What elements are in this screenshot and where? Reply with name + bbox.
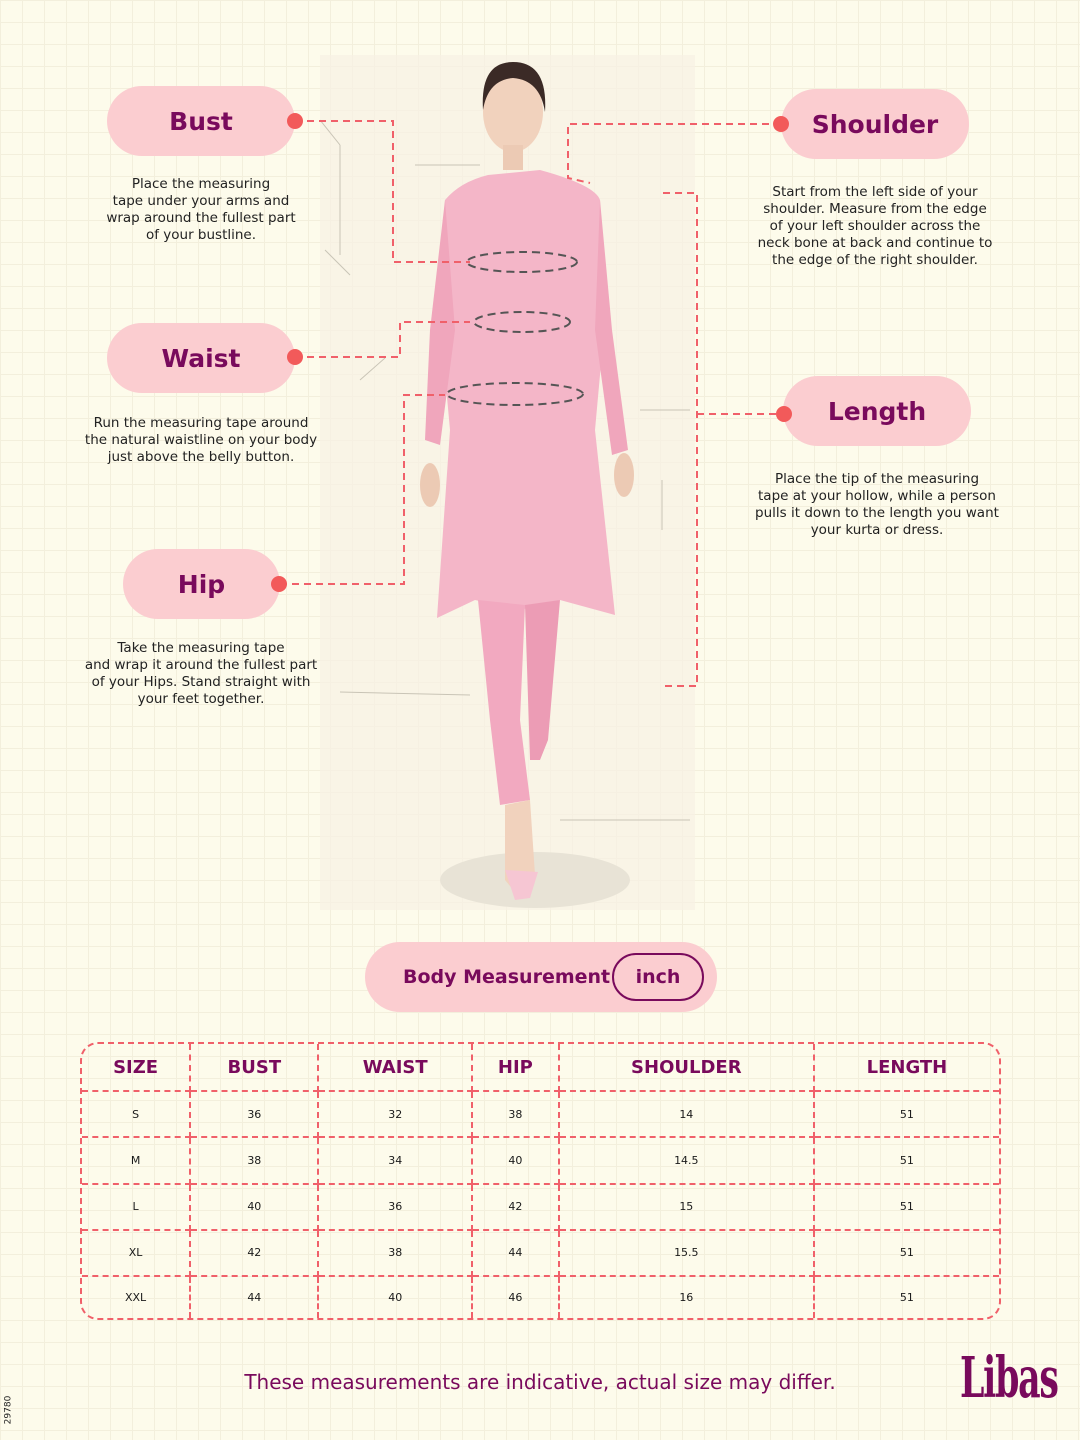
cell-hip: 38 (472, 1092, 560, 1139)
waist-description: Run the measuring tape around the natura… (84, 415, 318, 465)
cell-shoulder: 15 (559, 1184, 815, 1231)
cell-shoulder: 16 (560, 1277, 815, 1318)
cell-shoulder: 15.5 (559, 1230, 815, 1278)
cell-length: 51 (814, 1138, 999, 1185)
header-length: LENGTH (814, 1044, 999, 1092)
cell-bust: 38 (191, 1138, 320, 1185)
cell-shoulder: 14 (559, 1092, 815, 1139)
cell-hip: 46 (473, 1277, 560, 1318)
table-header-row: SIZE BUST WAIST HIP SHOULDER LENGTH (82, 1044, 999, 1092)
cell-size: L (82, 1184, 192, 1231)
shoulder-description: Start from the left side of your shoulde… (757, 184, 993, 268)
shoulder-label: Shoulder (781, 89, 969, 159)
header-shoulder: SHOULDER (559, 1044, 815, 1092)
header-waist: WAIST (319, 1044, 473, 1092)
cell-waist: 34 (319, 1138, 473, 1185)
libas-logo: Libas (960, 1345, 1059, 1411)
cell-size: M (82, 1138, 192, 1185)
header-size: SIZE (82, 1044, 192, 1092)
cell-size: S (82, 1092, 192, 1139)
cell-waist: 38 (319, 1230, 473, 1278)
cell-bust: 44 (191, 1277, 320, 1318)
header-bust: BUST (191, 1044, 320, 1092)
table-row: XXL 44 40 46 16 51 (82, 1277, 999, 1318)
hip-description: Take the measuring tape and wrap it arou… (84, 640, 318, 707)
cell-shoulder: 14.5 (559, 1138, 815, 1185)
cell-hip: 40 (472, 1138, 560, 1185)
hip-label: Hip (123, 549, 280, 619)
shoulder-marker (773, 116, 789, 132)
cell-bust: 40 (191, 1184, 320, 1231)
length-marker (776, 406, 792, 422)
cell-bust: 42 (191, 1230, 320, 1278)
cell-length: 51 (899, 1291, 914, 1305)
bust-label: Bust (107, 86, 295, 156)
bust-marker (287, 113, 303, 129)
table-row: S 36 32 38 14 51 (82, 1092, 999, 1139)
cell-length: 51 (814, 1185, 999, 1231)
table-row: XL 42 38 44 15.5 51 (82, 1230, 999, 1278)
cell-bust: 36 (191, 1092, 320, 1139)
product-code: 29780 (3, 1395, 14, 1425)
size-chart-table: SIZE BUST WAIST HIP SHOULDER LENGTH S 36 3… (80, 1042, 1001, 1320)
cell-length: 51 (814, 1092, 999, 1139)
length-description: Place the tip of the measuring tape at y… (755, 471, 999, 538)
cell-waist: 40 (319, 1277, 473, 1318)
unit-toggle[interactable]: inch (612, 953, 704, 1001)
connector-lines (280, 120, 784, 687)
cell-waist: 32 (319, 1092, 473, 1139)
body-measurement-label: Body Measurement (403, 966, 611, 988)
cell-size: XL (82, 1230, 192, 1278)
waist-marker (287, 349, 303, 365)
table-row: M 38 34 40 14.5 51 (82, 1138, 999, 1185)
model-illustration (319, 62, 690, 908)
cell-waist: 36 (319, 1184, 473, 1231)
bust-description: Place the measuring tape under your arms… (106, 176, 296, 243)
waist-label: Waist (107, 323, 295, 393)
header-hip: HIP (472, 1044, 560, 1092)
cell-hip: 42 (472, 1184, 560, 1231)
body-measurement-badge: Body Measurement inch (365, 942, 717, 1012)
hip-marker (271, 576, 287, 592)
cell-size: XXL (82, 1277, 192, 1318)
cell-hip: 44 (472, 1230, 560, 1278)
cell-length: 51 (814, 1231, 999, 1278)
disclaimer: These measurements are indicative, actua… (244, 1370, 836, 1394)
length-label: Length (783, 376, 971, 446)
table-row: L 40 36 42 15 51 (82, 1184, 999, 1231)
